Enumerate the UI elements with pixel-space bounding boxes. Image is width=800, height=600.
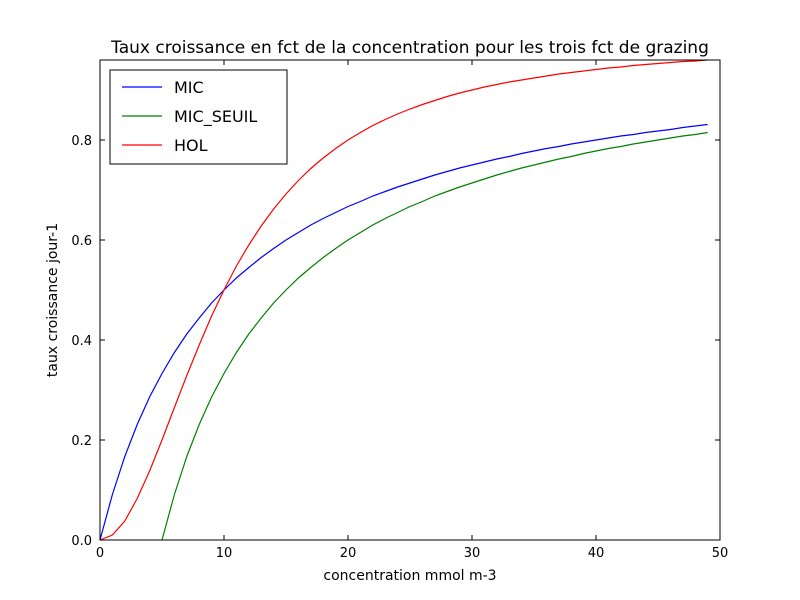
axis-ticks: 0 10 20 30 40 50 0.0 0.2 0.4 0.6 0.8 [71,60,728,561]
y-tick-label: 0.2 [71,434,92,449]
y-tick-label: 0.8 [71,134,92,149]
x-tick-label: 0 [96,546,104,561]
chart-title: Taux croissance en fct de la concentrati… [110,38,709,58]
x-tick-label: 50 [712,546,729,561]
y-tick-label: 0.0 [71,534,92,549]
x-tick-label: 30 [464,546,481,561]
y-tick-label: 0.6 [71,234,92,249]
series-line-2 [99,59,708,541]
plot-frame [99,59,721,541]
series-line-0 [99,123,708,541]
legend-label-1: MIC_SEUIL [174,107,257,127]
legend: MIC MIC_SEUIL HOL [109,69,288,165]
legend-label-0: MIC [174,78,204,97]
x-tick-label: 20 [340,546,357,561]
x-axis-label: concentration mmol m-3 [323,568,496,584]
y-axis-label: taux croissance jour-1 [45,223,61,377]
legend-label-2: HOL [174,136,208,155]
y-tick-label: 0.4 [71,334,92,349]
plot-lines [99,59,708,541]
x-tick-label: 10 [216,546,233,561]
x-tick-label: 40 [588,546,605,561]
legend-box [109,69,288,165]
series-line-1 [161,131,708,541]
